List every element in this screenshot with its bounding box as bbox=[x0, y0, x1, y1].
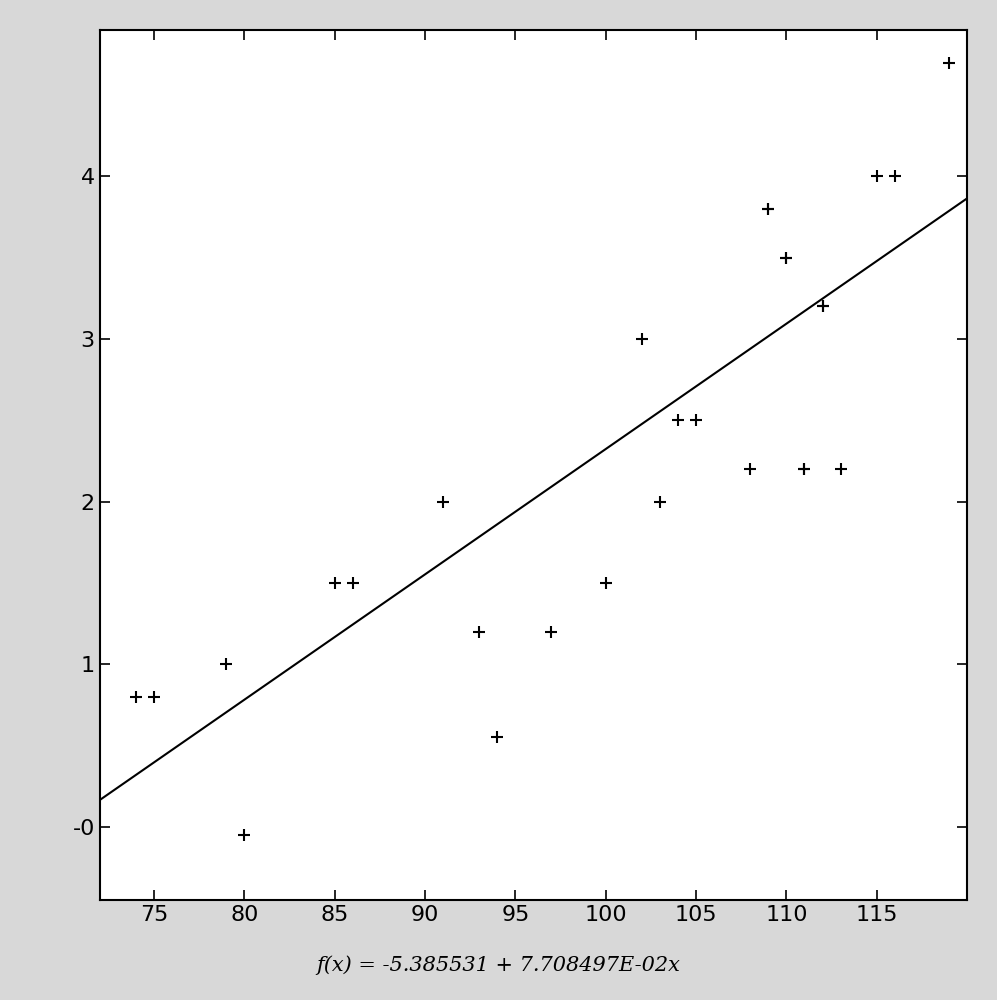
Point bbox=[779, 250, 795, 266]
Point bbox=[327, 575, 343, 591]
Point bbox=[236, 827, 252, 843]
Point bbox=[797, 461, 813, 477]
Point bbox=[941, 55, 957, 71]
Point bbox=[868, 168, 884, 184]
Point bbox=[435, 494, 451, 510]
Point bbox=[146, 689, 162, 705]
Point bbox=[597, 575, 613, 591]
Point bbox=[490, 729, 505, 745]
Point bbox=[688, 412, 704, 428]
Point bbox=[779, 250, 795, 266]
Point bbox=[761, 201, 777, 217]
Point bbox=[128, 689, 144, 705]
Point bbox=[815, 298, 831, 314]
Point bbox=[761, 201, 777, 217]
Point bbox=[815, 298, 831, 314]
Point bbox=[634, 331, 650, 347]
Point bbox=[797, 461, 813, 477]
Point bbox=[472, 624, 488, 640]
Text: f(x) = -5.385531 + 7.708497E-02x: f(x) = -5.385531 + 7.708497E-02x bbox=[317, 955, 680, 975]
Point bbox=[218, 656, 234, 672]
Point bbox=[887, 168, 903, 184]
Point bbox=[345, 575, 361, 591]
Point bbox=[832, 461, 848, 477]
Point bbox=[652, 494, 668, 510]
Point bbox=[670, 412, 686, 428]
Point bbox=[742, 461, 758, 477]
Point bbox=[543, 624, 559, 640]
